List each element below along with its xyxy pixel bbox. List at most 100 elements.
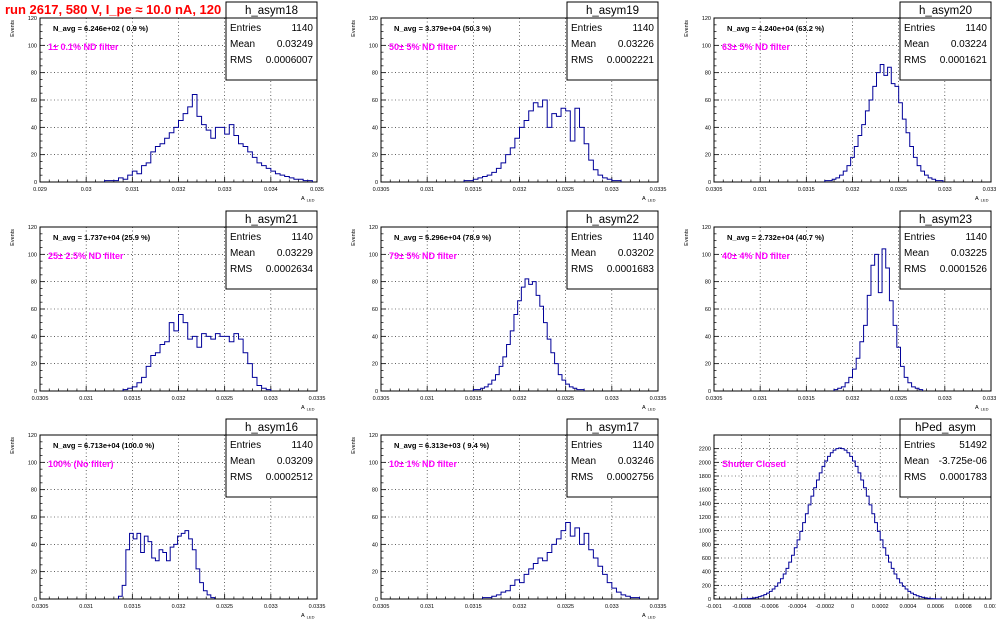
x-tick-label: 0.031 xyxy=(79,396,93,402)
stat-value-rms: 0.0001526 xyxy=(940,264,988,275)
y-axis-label: Events xyxy=(351,229,357,246)
x-axis-label: A LED xyxy=(642,613,656,620)
stat-label-rms: RMS xyxy=(904,55,927,66)
y-tick-label: 0 xyxy=(34,597,37,603)
y-tick-label: 80 xyxy=(31,71,37,77)
y-tick-label: 1200 xyxy=(699,515,711,521)
x-tick-label: 0.031 xyxy=(753,396,767,402)
stat-label-rms: RMS xyxy=(904,264,927,275)
x-tick-label: 0.032 xyxy=(846,187,860,193)
filter-label: 50± 5% ND filter xyxy=(389,42,457,52)
histogram-name: h_asym19 xyxy=(586,5,639,17)
stat-label-rms: RMS xyxy=(571,55,594,66)
stat-value-entries: 51492 xyxy=(959,440,987,451)
stat-label-mean: Mean xyxy=(230,39,255,50)
y-tick-label: 80 xyxy=(372,280,378,286)
stat-label-entries: Entries xyxy=(571,23,602,34)
y-tick-label: 80 xyxy=(372,488,378,494)
filter-label: 63± 5% ND filter xyxy=(722,42,790,52)
y-tick-label: 120 xyxy=(28,433,37,439)
y-tick-label: 60 xyxy=(372,98,378,104)
y-axis-label: Events xyxy=(351,437,357,454)
y-tick-label: 120 xyxy=(369,16,378,22)
x-tick-label: 0.033 xyxy=(218,187,232,193)
y-tick-label: 800 xyxy=(702,542,711,548)
stats-box: h_asym18 Entries 1140 Mean 0.03249 RMS 0.00060… xyxy=(225,1,318,81)
x-tick-label: 0.033 xyxy=(938,187,952,193)
x-tick-label: 0.0004 xyxy=(899,604,916,610)
y-tick-label: 60 xyxy=(705,307,711,313)
y-tick-label: 80 xyxy=(372,71,378,77)
stat-value-rms: 0.0001621 xyxy=(940,55,988,66)
x-tick-label: 0.0335 xyxy=(983,396,996,402)
histogram-panel-h_asym16: 0.0305 0.031 0.0315 0.032 0.0325 0.033 0.0335 0… xyxy=(10,418,325,620)
x-tick-label: 0.033 xyxy=(264,396,278,402)
stat-value-mean: 0.03229 xyxy=(277,248,314,259)
stat-value-mean: 0.03202 xyxy=(618,248,655,259)
x-axis-label: A LED xyxy=(642,196,656,203)
histogram-panel-h_asym22: 0.0305 0.031 0.0315 0.032 0.0325 0.033 0.0335 0… xyxy=(351,210,667,412)
x-tick-label: 0.0335 xyxy=(650,396,667,402)
y-tick-label: 120 xyxy=(702,16,711,22)
x-tick-label: -0.001 xyxy=(706,604,722,610)
y-tick-label: 0 xyxy=(708,180,711,186)
stat-label-rms: RMS xyxy=(230,264,253,275)
stats-box: h_asym16 Entries 1140 Mean 0.03209 RMS 0.00025… xyxy=(225,418,318,498)
stat-value-mean: 0.03224 xyxy=(951,39,988,50)
x-tick-label: 0.0335 xyxy=(983,187,996,193)
histogram-panel-h_asym19: 0.0305 0.031 0.0315 0.032 0.0325 0.033 0.0335 0… xyxy=(351,1,666,203)
y-tick-label: 80 xyxy=(31,488,37,494)
stat-value-entries: 1140 xyxy=(965,232,987,243)
histogram-name: h_asym16 xyxy=(245,422,298,434)
x-tick-label: 0.0305 xyxy=(32,604,49,610)
y-axis-label: Events xyxy=(10,20,16,37)
y-tick-label: 0 xyxy=(34,389,37,395)
stats-box-frame xyxy=(566,210,659,290)
y-tick-label: 20 xyxy=(372,362,378,368)
y-tick-label: 100 xyxy=(702,43,711,49)
y-tick-label: 80 xyxy=(705,71,711,77)
stat-label-mean: Mean xyxy=(571,248,596,259)
y-tick-label: 2200 xyxy=(699,447,711,453)
stat-label-entries: Entries xyxy=(904,23,935,34)
stat-label-entries: Entries xyxy=(230,232,261,243)
x-tick-label: 0.034 xyxy=(264,187,278,193)
stats-box: hPed_asym Entries 51492 Mean -3.725e-06 RMS 0.… xyxy=(899,418,992,498)
y-tick-label: 1000 xyxy=(699,529,711,535)
y-tick-label: 120 xyxy=(28,16,37,22)
histogram-name: h_asym21 xyxy=(245,214,298,226)
x-tick-label: 0.0325 xyxy=(890,187,907,193)
filter-label: 100% (No filter) xyxy=(48,459,114,469)
histogram-name: h_asym22 xyxy=(586,214,639,226)
x-axis-label: A LED xyxy=(975,196,989,203)
x-tick-label: 0.0315 xyxy=(798,396,815,402)
x-tick-label: -0.0006 xyxy=(760,604,779,610)
stats-box-frame xyxy=(225,418,318,498)
x-tick-label: 0 xyxy=(851,604,854,610)
stat-label-rms: RMS xyxy=(571,472,594,483)
x-tick-label: -0.0002 xyxy=(815,604,834,610)
x-tick-label: 0.032 xyxy=(172,396,186,402)
y-tick-label: 0 xyxy=(375,180,378,186)
x-tick-label: 0.031 xyxy=(420,604,434,610)
y-tick-label: 40 xyxy=(31,334,37,340)
x-axis-label: A LED xyxy=(301,613,315,620)
histogram-line xyxy=(472,278,585,391)
y-tick-label: 20 xyxy=(705,153,711,159)
y-tick-label: 200 xyxy=(702,583,711,589)
x-tick-label: 0.0335 xyxy=(309,396,326,402)
y-tick-label: 60 xyxy=(372,515,378,521)
stat-label-rms: RMS xyxy=(571,264,594,275)
x-tick-label: 0.0315 xyxy=(798,187,815,193)
x-tick-label: 0.031 xyxy=(420,187,434,193)
y-axis-label: Events xyxy=(10,437,16,454)
y-tick-label: 120 xyxy=(369,225,378,231)
stat-value-rms: 0.0002634 xyxy=(266,264,314,275)
y-tick-label: 40 xyxy=(31,125,37,131)
histogram-line xyxy=(117,530,216,599)
stat-label-entries: Entries xyxy=(904,440,935,451)
y-tick-label: 20 xyxy=(372,570,378,576)
x-tick-label: 0.031 xyxy=(753,187,767,193)
x-tick-label: 0.0335 xyxy=(650,604,667,610)
navg-label: N_avg = 4.240e+04 (63.2 %) xyxy=(727,24,825,33)
